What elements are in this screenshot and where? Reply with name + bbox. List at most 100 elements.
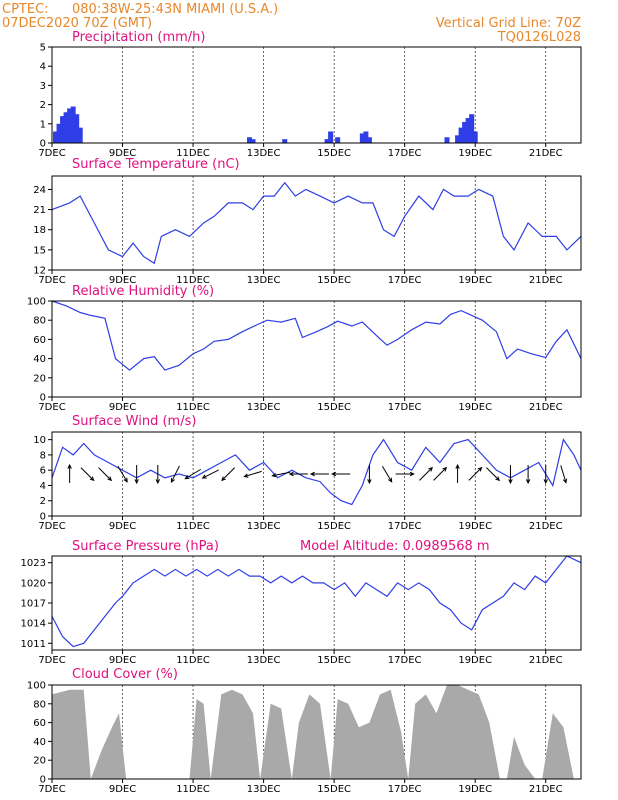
cloud-cover-panel: 7DEC 9DEC 11DEC 13DEC 15DEC 17DEC 19DEC 21DEC 0 2… [27, 667, 581, 795]
wind-arrow [486, 468, 499, 481]
pressure-xtick-label: 17DEC [388, 655, 422, 666]
humidity-frame [52, 301, 581, 397]
cloud-cover-xtick-label: 11DEC [176, 784, 210, 795]
wind-arrow [311, 472, 329, 475]
wind-panel: 7DEC 9DEC 11DEC 13DEC 15DEC 17DEC 19DEC 21DEC 0 2… [33, 414, 581, 532]
cloud-cover-xtick-label: 19DEC [458, 784, 492, 795]
precipitation-xtick-label: 7DEC [38, 148, 65, 159]
cloud-cover-area [52, 685, 581, 779]
cloud-cover-ytick-label: 0 [40, 775, 46, 786]
precipitation-ytick-label: 5 [40, 43, 46, 54]
pressure-xtick-label: 21DEC [529, 655, 563, 666]
wind-ytick-label: 4 [40, 481, 46, 492]
cloud-cover-xtick-label: 13DEC [247, 784, 281, 795]
precipitation-bar [367, 137, 372, 143]
cloud-cover-xtick-label: 21DEC [529, 784, 563, 795]
temperature-xtick-label: 17DEC [388, 275, 422, 286]
wind-arrow [244, 471, 261, 477]
precipitation-ytick-label: 3 [40, 81, 46, 92]
humidity-xtick-label: 17DEC [388, 402, 422, 413]
wind-xtick-label: 7DEC [38, 521, 65, 532]
wind-ytick-label: 0 [40, 512, 46, 523]
wind-xtick-label: 15DEC [317, 521, 351, 532]
temperature-title: Surface Temperature (nC) [72, 157, 240, 172]
pressure-xtick-label: 9DEC [109, 655, 136, 666]
temperature-series-line [52, 183, 581, 264]
precipitation-xtick-label: 15DEC [317, 148, 351, 159]
pressure-subtitle: Model Altitude: 0.0989568 m [300, 539, 490, 554]
temperature-ytick-label: 24 [33, 185, 46, 196]
cloud-cover-xtick-label: 7DEC [38, 784, 65, 795]
wind-arrow [382, 466, 391, 481]
cloud-cover-xtick-label: 17DEC [388, 784, 422, 795]
wind-arrow [434, 468, 447, 481]
wind-arrow [68, 465, 71, 483]
pressure-panel: 7DEC 9DEC 11DEC 13DEC 15DEC 17DEC 19DEC 21DEC 10… [21, 539, 581, 666]
humidity-ytick-label: 40 [33, 354, 46, 365]
wind-arrow [135, 465, 138, 483]
humidity-xtick-label: 21DEC [529, 402, 563, 413]
wind-xtick-label: 17DEC [388, 521, 422, 532]
cloud-cover-ytick-label: 20 [33, 756, 46, 767]
pressure-ytick-label: 1017 [21, 599, 46, 610]
humidity-xtick-label: 7DEC [38, 402, 65, 413]
temperature-xtick-label: 7DEC [38, 275, 65, 286]
precipitation-ytick-label: 0 [40, 139, 46, 150]
wind-arrow [290, 472, 308, 475]
temperature-xtick-label: 19DEC [458, 275, 492, 286]
temperature-frame [52, 176, 581, 270]
pressure-xtick-label: 7DEC [38, 655, 65, 666]
humidity-panel: 7DEC 9DEC 11DEC 13DEC 15DEC 17DEC 19DEC 21DEC02… [27, 284, 581, 413]
cloud-cover-ytick-label: 40 [33, 737, 46, 748]
cloud-cover-ytick-label: 60 [33, 718, 46, 729]
precipitation-bar [251, 139, 256, 143]
temperature-ytick-label: 15 [33, 245, 46, 256]
temperature-panel: 7DEC 9DEC 11DEC 13DEC 15DEC 17DEC 19DEC 21DEC 12… [33, 157, 581, 286]
panels: 7DEC 9DEC 11DEC 13DEC 15DEC 17DEC 19DEC 21DEC01… [21, 30, 581, 795]
wind-xtick-label: 11DEC [176, 521, 210, 532]
wind-arrow [222, 468, 235, 481]
precipitation-xtick-label: 17DEC [388, 148, 422, 159]
pressure-ytick-label: 1023 [21, 558, 46, 569]
cloud-cover-ytick-label: 80 [33, 699, 46, 710]
cloud-cover-ytick-label: 100 [27, 681, 46, 692]
humidity-xtick-label: 15DEC [317, 402, 351, 413]
pressure-title: Surface Pressure (hPa) [72, 539, 219, 554]
humidity-ytick-label: 100 [27, 297, 46, 308]
humidity-xtick-label: 13DEC [247, 402, 281, 413]
wind-title: Surface Wind (m/s) [72, 414, 196, 429]
cloud-cover-xtick-label: 9DEC [109, 784, 136, 795]
humidity-xtick-label: 19DEC [458, 402, 492, 413]
header-run: 07DEC2020 70Z (GMT) [2, 16, 152, 31]
precipitation-xtick-label: 19DEC [458, 148, 492, 159]
pressure-ytick-label: 1011 [21, 639, 46, 650]
precipitation-bar [328, 131, 333, 143]
pressure-xtick-label: 11DEC [176, 655, 210, 666]
pressure-xtick-label: 13DEC [247, 655, 281, 666]
header-code: TQ0126L028 [497, 30, 581, 45]
wind-xtick-label: 19DEC [458, 521, 492, 532]
wind-arrow [332, 472, 350, 475]
pressure-xtick-label: 19DEC [458, 655, 492, 666]
precipitation-ytick-label: 1 [40, 119, 46, 130]
temperature-ytick-label: 18 [33, 225, 46, 236]
precipitation-bar [78, 128, 83, 143]
humidity-ytick-label: 0 [40, 393, 46, 404]
humidity-ytick-label: 20 [33, 373, 46, 384]
temperature-ytick-label: 21 [33, 205, 46, 216]
wind-ytick-label: 10 [33, 435, 46, 446]
precipitation-ytick-label: 2 [40, 100, 46, 111]
temperature-xtick-label: 13DEC [247, 275, 281, 286]
header-grid-note: Vertical Grid Line: 70Z [436, 16, 581, 31]
wind-xtick-label: 13DEC [247, 521, 281, 532]
precipitation-xtick-label: 13DEC [247, 148, 281, 159]
humidity-series-line [52, 301, 581, 370]
wind-xtick-label: 21DEC [529, 521, 563, 532]
precipitation-panel: 7DEC 9DEC 11DEC 13DEC 15DEC 17DEC 19DEC 21DEC01… [38, 30, 581, 159]
precipitation-title: Precipitation (mm/h) [72, 30, 205, 45]
pressure-xtick-label: 15DEC [317, 655, 351, 666]
wind-ytick-label: 8 [40, 450, 46, 461]
wind-arrow [509, 465, 512, 483]
wind-arrow [561, 465, 567, 482]
temperature-xtick-label: 21DEC [529, 275, 563, 286]
